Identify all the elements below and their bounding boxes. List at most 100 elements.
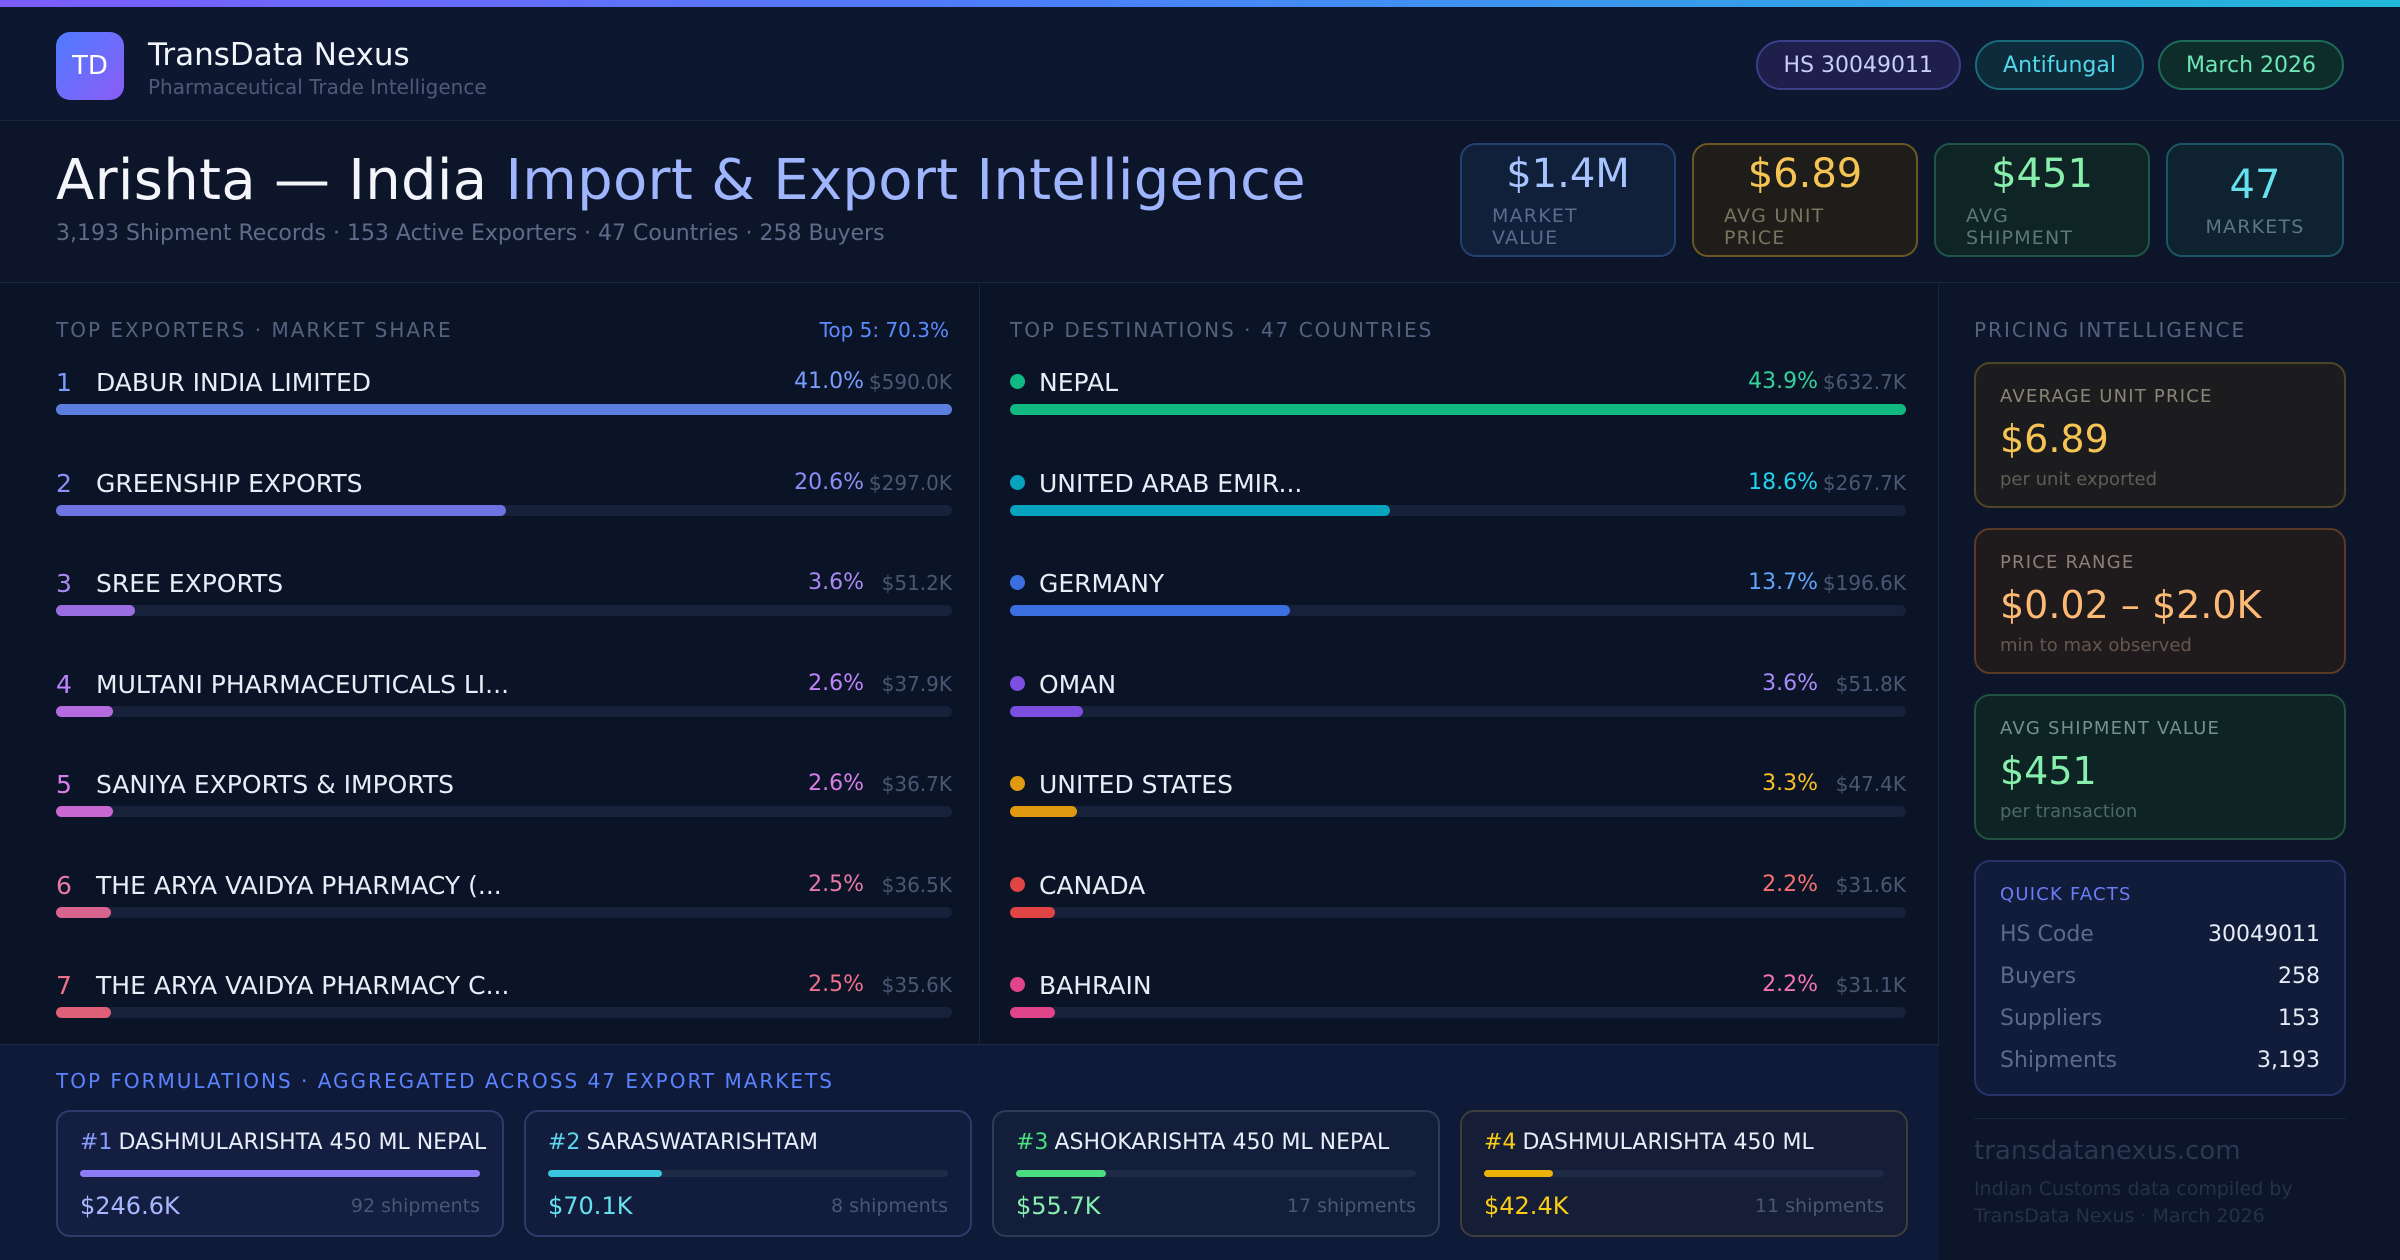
exporter-row[interactable]: 2 GREENSHIP EXPORTS 20.6% $297.0K	[56, 469, 952, 529]
formulation-card[interactable]: #3 ASHOKARISHTA 450 ML NEPAL $55.7K 17 ship…	[992, 1110, 1440, 1237]
pill-category[interactable]: Antifungal	[1975, 40, 2144, 90]
formulation-title: #2 SARASWATARISHTAM	[548, 1130, 948, 1155]
formulation-name: DASHMULARISHTA 450 ML	[1522, 1130, 1814, 1155]
share-bar-fill	[1010, 705, 1084, 717]
kpi-label: AVG SHIPMENT	[1966, 205, 2074, 249]
destinations-heading: TOP DESTINATIONS · 47 COUNTRIES	[1010, 318, 1434, 342]
destination-row[interactable]: UNITED STATES 3.3% $47.4K	[1010, 770, 1906, 830]
destination-row[interactable]: NEPAL 43.9% $632.7K	[1010, 368, 1906, 428]
share-bar-fill	[56, 906, 111, 918]
destination-share: 18.6%	[1748, 469, 1818, 495]
exporter-row[interactable]: 6 THE ARYA VAIDYA PHARMACY (... 2.5% $36.5K	[56, 871, 952, 931]
card-value: $451	[2000, 749, 2097, 793]
formulation-shipments: 11 shipments	[1754, 1195, 1884, 1217]
destination-row[interactable]: GERMANY 13.7% $196.6K	[1010, 569, 1906, 629]
formulation-title: #4 DASHMULARISHTA 450 ML	[1484, 1130, 1884, 1155]
fact-row: Shipments 3,193	[2000, 1048, 2320, 1073]
destination-value: $267.7K	[1822, 470, 1906, 495]
exporter-row[interactable]: 5 SANIYA EXPORTS & IMPORTS 2.6% $36.7K	[56, 770, 952, 830]
share-bar-track	[1010, 404, 1906, 415]
kpi-value: $1.4M	[1506, 151, 1630, 197]
formulation-shipments: 8 shipments	[831, 1195, 948, 1217]
destination-value: $632.7K	[1822, 370, 1906, 394]
formulation-bar-track	[548, 1170, 948, 1177]
destination-value: $31.1K	[1835, 973, 1906, 997]
exporter-row[interactable]: 3 SREE EXPORTS 3.6% $51.2K	[56, 569, 952, 629]
formulation-card[interactable]: #4 DASHMULARISHTA 450 ML $42.4K 11 shipment…	[1460, 1110, 1908, 1237]
destination-share: 43.9%	[1748, 369, 1818, 394]
country-dot-icon	[1010, 977, 1025, 992]
exporter-name: 5 SANIYA EXPORTS & IMPORTS	[56, 770, 454, 799]
destination-label: GERMANY	[1039, 569, 1165, 598]
country-dot-icon	[1010, 474, 1025, 490]
share-bar-track	[56, 504, 952, 516]
kpi-label: MARKET VALUE	[1492, 205, 1578, 249]
destination-row[interactable]: OMAN 3.6% $51.8K	[1010, 670, 1906, 730]
country-dot-icon	[1010, 776, 1025, 791]
card-value: $0.02 – $2.0K	[2000, 583, 2262, 627]
destinations-panel: TOP DESTINATIONS · 47 COUNTRIES NEPAL 43.…	[981, 284, 1939, 1044]
kpi-value: $6.89	[1747, 151, 1863, 197]
exporter-row[interactable]: 1 DABUR INDIA LIMITED 41.0% $590.0K	[56, 368, 952, 428]
quick-facts-title: QUICK FACTS	[2000, 884, 2132, 905]
kpi-label: MARKETS	[2205, 216, 2305, 238]
exporter-value: $36.7K	[881, 772, 952, 796]
formulation-card[interactable]: #1 DASHMULARISHTA 450 ML NEPAL $246.6K 92 s…	[56, 1110, 504, 1237]
brand-tagline: Pharmaceutical Trade Intelligence	[148, 75, 487, 99]
formulation-value: $70.1K	[548, 1192, 633, 1220]
exporter-value: $36.5K	[881, 872, 952, 897]
share-bar-track	[56, 705, 952, 717]
app-header: TD TransData Nexus Pharmaceutical Trade …	[0, 7, 2400, 121]
formulation-bar-track	[1484, 1170, 1884, 1177]
share-bar-track	[56, 806, 952, 817]
exporter-label: SANIYA EXPORTS & IMPORTS	[96, 770, 455, 799]
share-bar-fill	[56, 705, 113, 717]
fact-value: 258	[2278, 964, 2320, 989]
card-label: PRICE RANGE	[2000, 552, 2135, 573]
avg-unit-price-card: AVERAGE UNIT PRICE $6.89 per unit export…	[1974, 362, 2346, 508]
formulations-section: TOP FORMULATIONS · AGGREGATED ACROSS 47 …	[0, 1044, 1939, 1260]
destination-row[interactable]: CANADA 2.2% $31.6K	[1010, 871, 1906, 931]
exporter-name: 7 THE ARYA VAIDYA PHARMACY C...	[56, 971, 509, 1000]
kpi-avg-shipment: $451 AVG SHIPMENT	[1934, 143, 2150, 257]
exporter-name: 4 MULTANI PHARMACEUTICALS LI...	[56, 670, 509, 699]
destination-row[interactable]: UNITED ARAB EMIR... 18.6% $267.7K	[1010, 469, 1906, 529]
exporter-label: SREE EXPORTS	[96, 569, 284, 598]
share-bar-fill	[1010, 404, 1906, 415]
exporter-name: 2 GREENSHIP EXPORTS	[56, 469, 362, 498]
kpi-market-value: $1.4M MARKET VALUE	[1460, 143, 1676, 257]
kpi-avg-unit-price: $6.89 AVG UNIT PRICE	[1692, 143, 1918, 257]
formulation-value: $42.4K	[1484, 1192, 1569, 1220]
country-dot-icon	[1010, 374, 1025, 389]
top5-share: Top 5: 70.3%	[819, 318, 949, 342]
exporter-row[interactable]: 7 THE ARYA VAIDYA PHARMACY C... 2.5% $35.6K	[56, 971, 952, 1031]
share-bar-fill	[1010, 806, 1078, 817]
destination-name: CANADA	[1010, 871, 1145, 900]
destination-share: 3.6%	[1762, 670, 1818, 696]
pill-hs-code[interactable]: HS 30049011	[1755, 40, 1962, 90]
exporter-share: 2.5%	[808, 871, 864, 897]
card-label: AVERAGE UNIT PRICE	[2000, 386, 2213, 407]
exporter-rank: 5	[56, 770, 72, 799]
exporters-panel: TOP EXPORTERS · MARKET SHARE Top 5: 70.3…	[0, 284, 980, 1044]
quick-facts-card: QUICK FACTS HS Code 30049011 Buyers 258 Su…	[1974, 860, 2346, 1096]
page-title-scope: Import & Export Intelligence	[505, 148, 1306, 213]
destination-name: OMAN	[1010, 670, 1116, 699]
exporter-row[interactable]: 4 MULTANI PHARMACEUTICALS LI... 2.6% $37.9K	[56, 670, 952, 730]
destination-value: $196.6K	[1822, 571, 1906, 595]
fact-key: Buyers	[2000, 964, 2077, 989]
footer-site-link[interactable]: transdatanexus.com	[1974, 1136, 2241, 1166]
destination-row[interactable]: BAHRAIN 2.2% $31.1K	[1010, 971, 1906, 1031]
formulation-rank: #4	[1484, 1130, 1517, 1155]
formulation-card[interactable]: #2 SARASWATARISHTAM $70.1K 8 shipments	[524, 1110, 972, 1237]
formulation-bar-fill	[1016, 1170, 1107, 1177]
exporter-share: 3.6%	[808, 570, 864, 595]
destination-value: $47.4K	[1835, 772, 1906, 796]
kpi-value: $451	[1991, 151, 2093, 197]
exporter-rank: 4	[56, 669, 72, 699]
exporter-share: 2.6%	[808, 771, 864, 796]
share-bar-track	[56, 404, 952, 415]
card-caption: per unit exported	[2000, 469, 2158, 490]
exporter-label: GREENSHIP EXPORTS	[96, 468, 363, 498]
pill-period[interactable]: March 2026	[2157, 40, 2344, 90]
